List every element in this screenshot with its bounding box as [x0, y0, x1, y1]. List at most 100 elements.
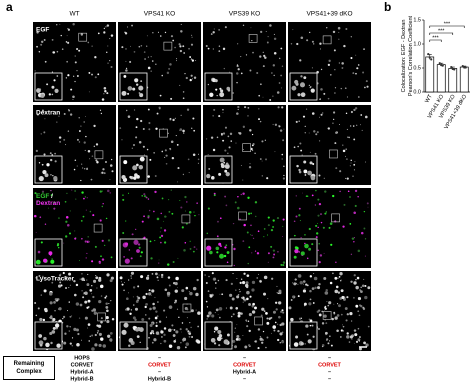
speckle [145, 302, 148, 306]
speckle [53, 301, 56, 304]
speckle [266, 41, 269, 44]
speckle [186, 308, 189, 311]
speckle [81, 277, 85, 281]
speckle [40, 40, 44, 44]
speckle [357, 296, 362, 301]
speckle [164, 288, 168, 292]
speckle [283, 165, 285, 168]
speckle [161, 74, 164, 77]
speckle [206, 314, 210, 318]
speckle [185, 286, 189, 290]
speckle [219, 316, 221, 319]
speckle [211, 314, 215, 318]
speckle [254, 152, 256, 154]
speckle [74, 55, 76, 57]
speckle [164, 156, 166, 158]
speckle [237, 293, 240, 296]
speckle [174, 299, 178, 303]
speckle [67, 74, 70, 77]
speckle [324, 212, 327, 215]
speckle [100, 295, 103, 297]
speckle [207, 47, 210, 50]
speckle [363, 210, 366, 213]
significance-label: *** [444, 21, 451, 27]
speckle [56, 121, 58, 123]
inset-speckle [225, 244, 228, 247]
speckle [110, 276, 114, 280]
speckle [169, 117, 172, 120]
speckle [76, 47, 79, 51]
speckle [234, 345, 237, 349]
speckle [142, 295, 146, 300]
inset-speckle [48, 251, 53, 256]
speckle [71, 315, 73, 317]
speckle [245, 283, 249, 288]
speckle [43, 30, 44, 31]
speckle [304, 132, 307, 134]
speckle [322, 226, 325, 229]
speckle [275, 308, 278, 311]
speckle [50, 316, 53, 320]
speckle [99, 109, 102, 111]
speckle [206, 318, 208, 320]
speckle [230, 140, 232, 142]
speckle [246, 325, 249, 328]
speckle [182, 45, 185, 48]
speckle [266, 177, 269, 180]
speckle [161, 197, 164, 200]
speckle [74, 190, 77, 192]
inset-speckle [51, 93, 54, 96]
speckle [251, 149, 254, 152]
speckle [82, 167, 84, 169]
significance-label: *** [438, 28, 445, 34]
speckle [65, 220, 68, 223]
complex-entry: CORVET [148, 362, 171, 368]
inset-speckle [128, 344, 131, 347]
speckle [136, 117, 139, 121]
speckle [319, 116, 321, 118]
speckle [237, 311, 241, 315]
speckle [347, 136, 349, 138]
speckle [251, 288, 255, 292]
inset-speckle [127, 92, 130, 95]
speckle [280, 47, 283, 50]
speckle [106, 24, 110, 27]
inset-speckle [121, 174, 126, 180]
speckle [251, 310, 256, 314]
speckle [34, 70, 36, 72]
speckle [358, 336, 361, 339]
data-point [461, 64, 464, 68]
speckle [259, 336, 262, 338]
speckle [81, 339, 82, 341]
speckle [337, 26, 341, 30]
speckle [339, 272, 343, 276]
inset-speckle [140, 251, 143, 254]
speckle [309, 151, 311, 153]
inset-speckle [54, 88, 59, 93]
row-label-part: Dextran [36, 200, 60, 207]
speckle [232, 222, 235, 225]
speckle [101, 258, 105, 261]
speckle [69, 113, 73, 116]
speckle [281, 158, 283, 160]
speckle [332, 272, 334, 275]
inset-speckle [35, 259, 41, 265]
inset-speckle [304, 243, 309, 249]
speckle [318, 242, 321, 245]
speckle [355, 72, 357, 75]
speckle [288, 306, 292, 310]
speckle [357, 249, 361, 253]
speckle [143, 195, 147, 198]
speckle [166, 71, 170, 75]
speckle [222, 47, 226, 51]
speckle [298, 207, 301, 210]
speckle [280, 74, 282, 77]
speckle [170, 97, 173, 100]
speckle [242, 24, 245, 26]
speckle [322, 112, 324, 114]
speckle [297, 283, 299, 285]
speckle [159, 236, 162, 239]
inset-speckle [50, 341, 53, 345]
speckle [324, 307, 327, 310]
speckle [243, 223, 246, 227]
